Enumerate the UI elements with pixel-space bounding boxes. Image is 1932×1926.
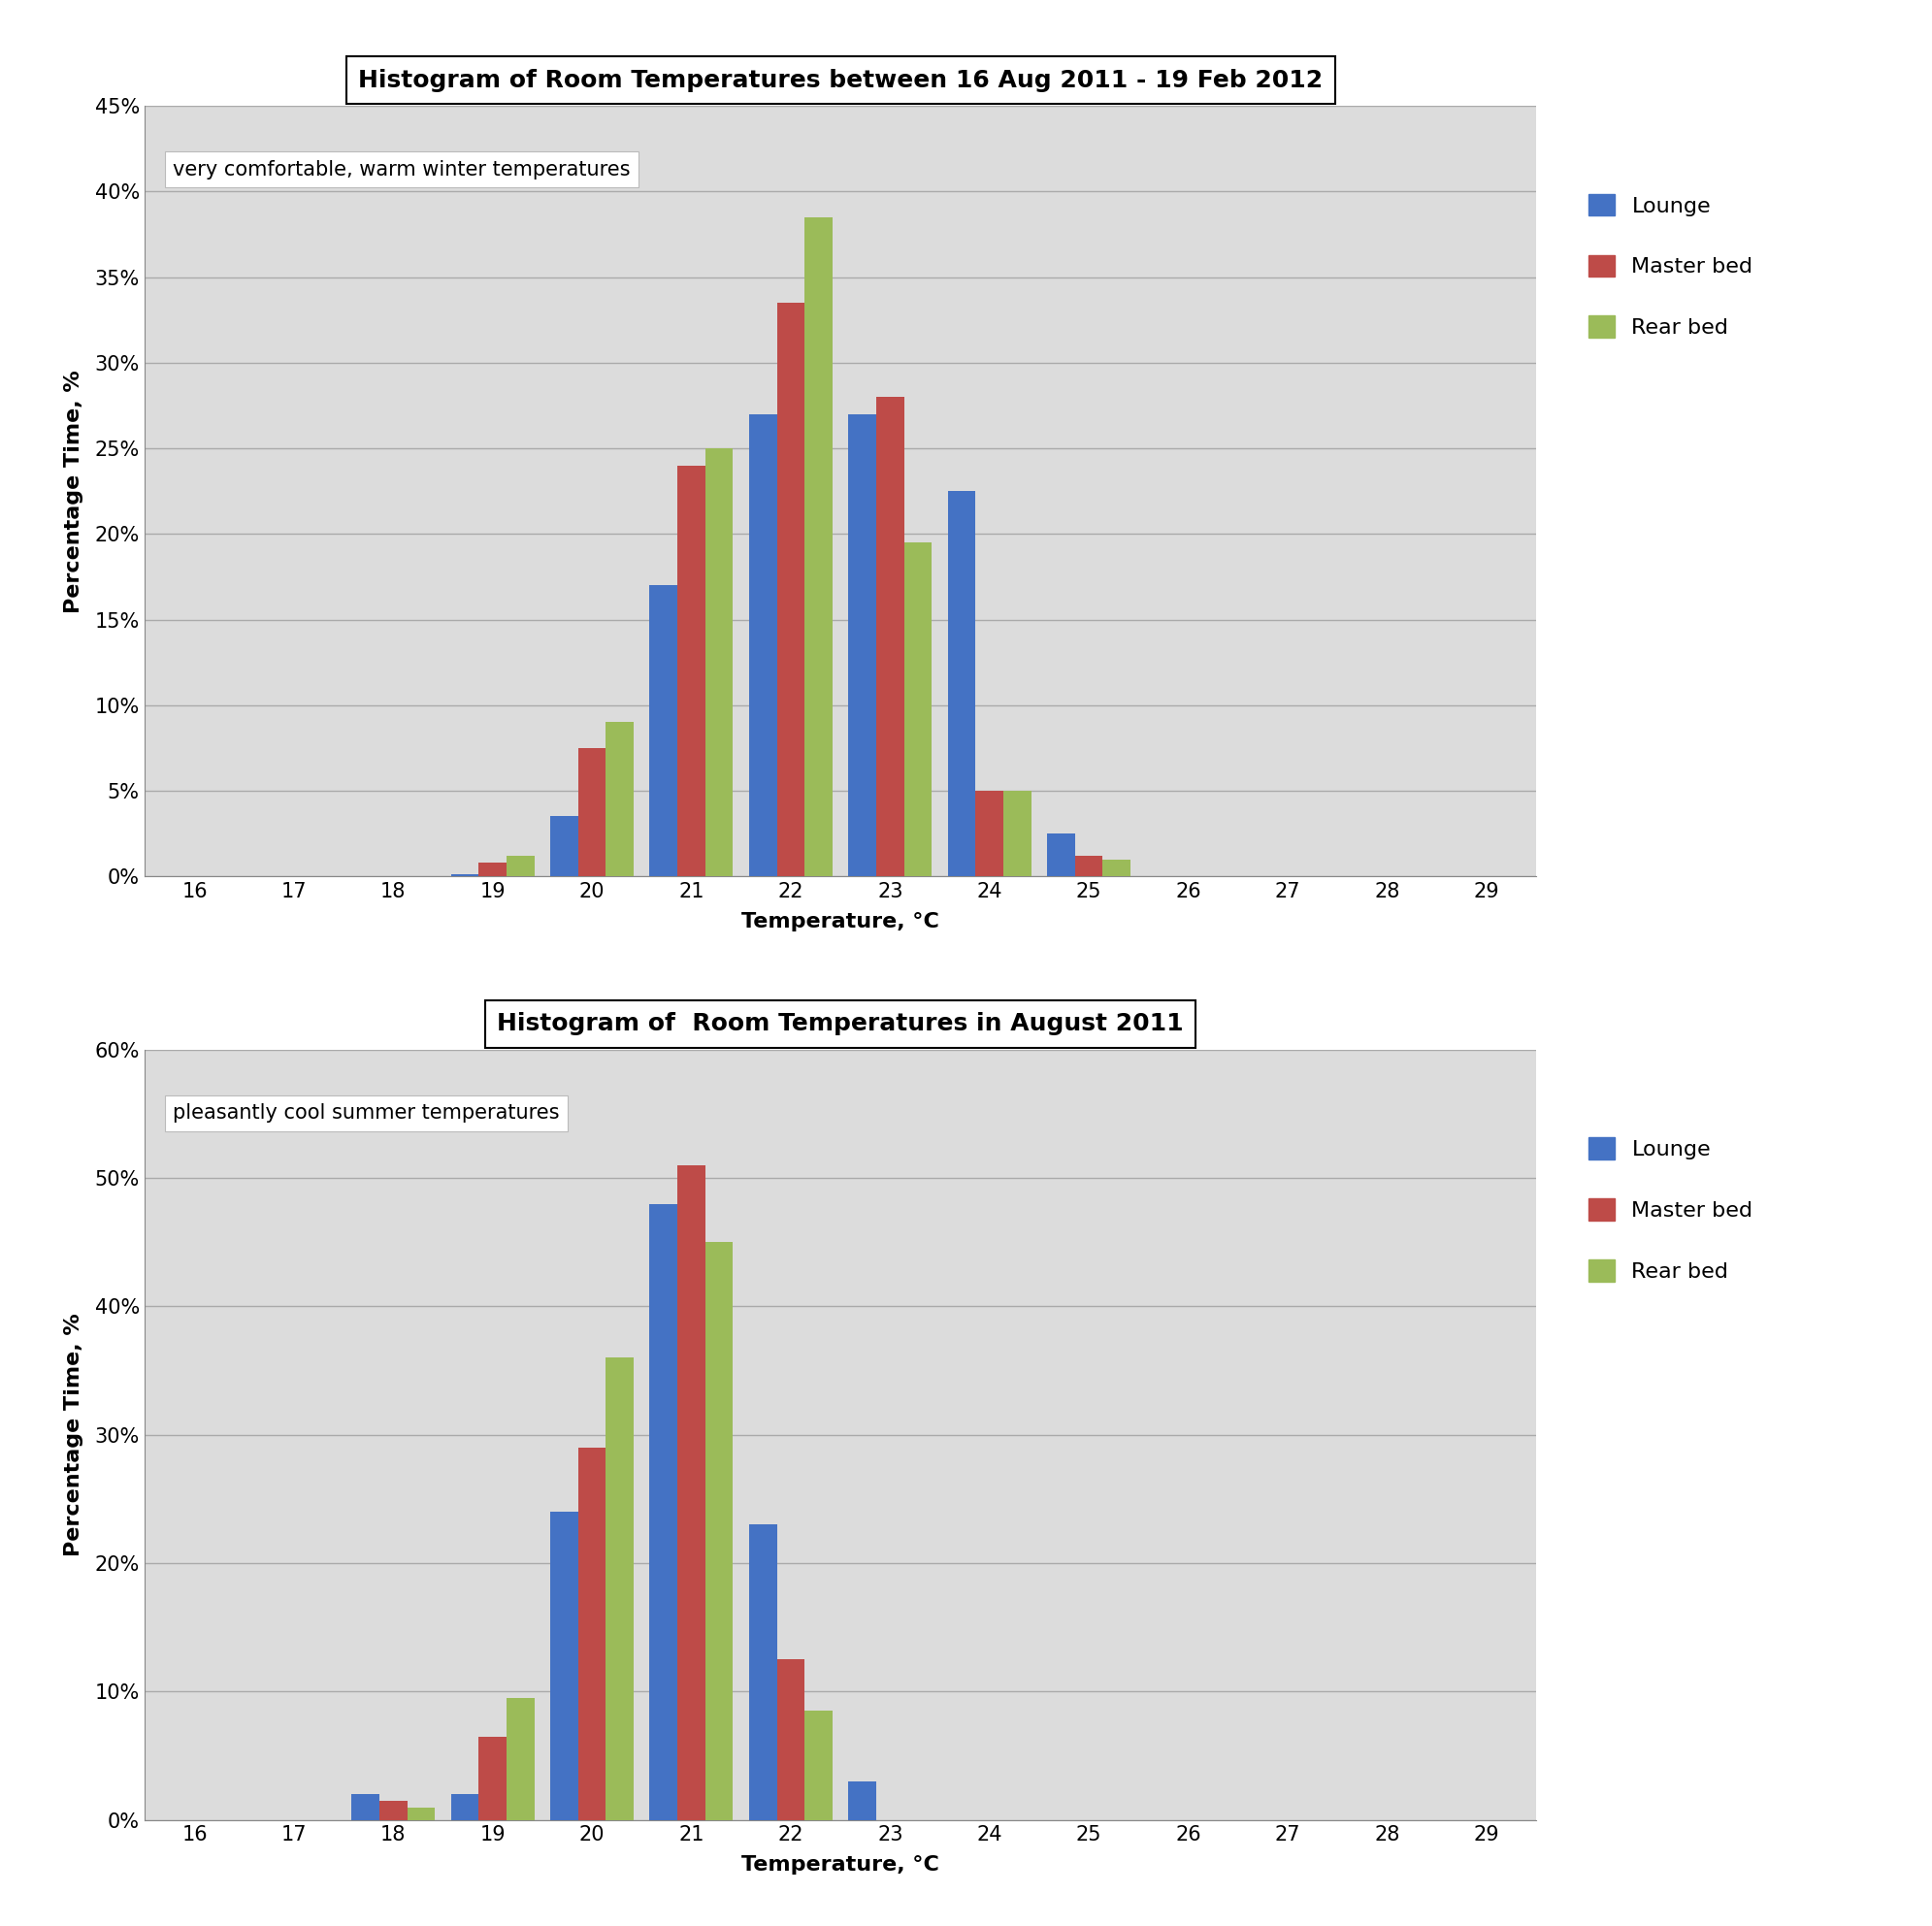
Bar [877, 397, 904, 876]
Bar [479, 1737, 506, 1820]
Text: very comfortable, warm winter temperatures: very comfortable, warm winter temperatur… [172, 160, 630, 179]
Bar [1103, 859, 1130, 876]
Bar [551, 817, 578, 876]
Y-axis label: Percentage Time, %: Percentage Time, % [64, 1314, 83, 1556]
Bar [777, 302, 804, 876]
Bar [705, 1242, 732, 1820]
Bar [848, 414, 877, 876]
Bar [551, 1512, 578, 1820]
Bar [777, 1660, 804, 1820]
Bar [479, 863, 506, 876]
Bar [949, 491, 976, 876]
X-axis label: Temperature, °C: Temperature, °C [742, 1855, 939, 1876]
Bar [1047, 834, 1074, 876]
Bar [506, 855, 535, 876]
Bar [750, 1525, 777, 1820]
Bar [804, 1710, 833, 1820]
Bar [578, 1448, 607, 1820]
Bar [506, 1699, 535, 1820]
Legend: Lounge, Master bed, Rear bed: Lounge, Master bed, Rear bed [1588, 195, 1752, 337]
Y-axis label: Percentage Time, %: Percentage Time, % [64, 370, 83, 612]
Bar [649, 1204, 678, 1820]
Legend: Lounge, Master bed, Rear bed: Lounge, Master bed, Rear bed [1588, 1138, 1752, 1281]
Bar [408, 1807, 435, 1820]
Bar [379, 1801, 408, 1820]
Bar [678, 1165, 705, 1820]
Bar [607, 722, 634, 876]
Bar [352, 1795, 379, 1820]
Bar [976, 792, 1003, 876]
Bar [750, 414, 777, 876]
Title: Histogram of Room Temperatures between 16 Aug 2011 - 19 Feb 2012: Histogram of Room Temperatures between 1… [357, 69, 1323, 92]
Bar [1074, 855, 1103, 876]
Bar [1003, 792, 1032, 876]
Bar [578, 747, 607, 876]
Bar [450, 1795, 479, 1820]
Bar [649, 586, 678, 876]
X-axis label: Temperature, °C: Temperature, °C [742, 911, 939, 932]
Title: Histogram of  Room Temperatures in August 2011: Histogram of Room Temperatures in August… [497, 1013, 1184, 1036]
Bar [705, 449, 732, 876]
Text: pleasantly cool summer temperatures: pleasantly cool summer temperatures [172, 1104, 560, 1123]
Bar [678, 466, 705, 876]
Bar [904, 543, 931, 876]
Bar [848, 1782, 877, 1820]
Bar [804, 218, 833, 876]
Bar [607, 1358, 634, 1820]
